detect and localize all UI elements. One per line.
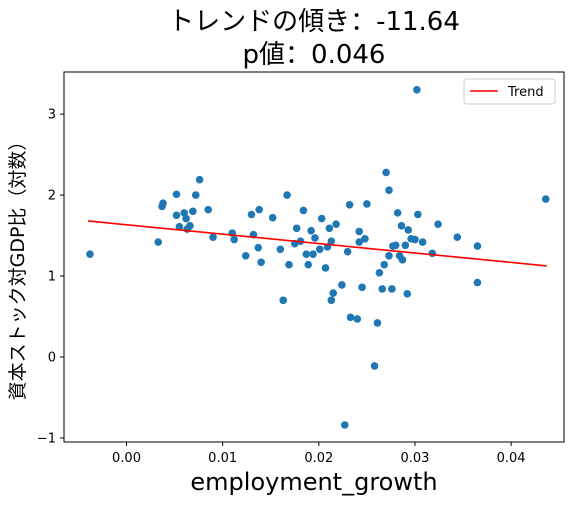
data-point (209, 233, 217, 241)
data-point (473, 278, 482, 287)
data-point (434, 220, 442, 229)
data-point (268, 213, 277, 222)
data-point (340, 421, 349, 429)
data-point (309, 250, 317, 258)
data-point (428, 249, 437, 258)
data-point (370, 362, 379, 370)
data-point (299, 206, 308, 215)
data-point (327, 237, 336, 246)
data-point (321, 264, 330, 272)
data-point (418, 238, 427, 246)
data-point (292, 224, 301, 233)
data-point (385, 251, 393, 260)
data-point (343, 247, 352, 256)
data-point (86, 250, 94, 258)
data-point (373, 319, 382, 327)
data-point (311, 234, 319, 242)
data-point (154, 238, 163, 246)
data-point (327, 296, 336, 305)
data-point (382, 168, 390, 177)
data-point (332, 220, 340, 229)
data-point (302, 250, 311, 258)
data-point (378, 285, 387, 293)
data-point (283, 191, 291, 199)
data-point (391, 241, 400, 250)
data-point (241, 251, 250, 260)
data-point (159, 199, 167, 207)
data-point (304, 260, 313, 269)
x-tick-label: 0.01 (208, 451, 237, 466)
data-point (182, 214, 190, 223)
x-axis-label: employment_growth (190, 468, 437, 496)
chart-title-line1: トレンドの傾き：-11.64 (168, 7, 460, 37)
legend-box (463, 78, 556, 105)
data-point (403, 290, 412, 298)
data-point (453, 233, 462, 241)
data-point (353, 315, 362, 323)
data-point (404, 226, 413, 234)
chart-title-line2: p値：0.046 (243, 40, 386, 70)
data-point (413, 86, 421, 94)
data-point (363, 200, 371, 208)
data-point (401, 241, 410, 250)
trend-line (87, 220, 547, 267)
data-point (541, 195, 550, 203)
data-point (393, 209, 402, 217)
data-point (315, 245, 324, 254)
data-point (358, 283, 366, 292)
data-point (279, 296, 288, 305)
plot-frame (63, 71, 565, 443)
data-point (411, 235, 419, 244)
data-point (317, 214, 326, 223)
x-tick-label: 0.00 (112, 451, 141, 466)
data-point (195, 175, 204, 184)
data-point (346, 313, 355, 322)
x-tick-label: 0.03 (400, 451, 429, 466)
data-point (325, 224, 334, 233)
y-axis-label: 資本ストック対GDP比（対数） (7, 132, 29, 401)
data-point (338, 281, 346, 289)
data-point (307, 226, 315, 235)
legend: Trend (463, 78, 556, 105)
y-tick-label: 0 (48, 350, 56, 365)
data-point (172, 190, 181, 199)
data-point (345, 200, 354, 209)
data-point (380, 260, 388, 269)
data-point (398, 256, 407, 264)
y-tick-label: 2 (48, 189, 56, 204)
y-tick-label: 3 (48, 108, 56, 123)
data-point (355, 227, 363, 236)
data-point (230, 235, 238, 244)
data-point (204, 205, 213, 214)
x-tick-label: 0.02 (304, 451, 333, 466)
data-point (388, 285, 396, 293)
data-point (276, 245, 285, 254)
data-point (329, 289, 338, 297)
data-point (473, 242, 482, 250)
data-point (172, 211, 181, 220)
data-point (385, 186, 393, 195)
data-point (255, 205, 263, 214)
data-point (257, 258, 265, 267)
legend-trend-label: Trend (507, 85, 544, 100)
data-point (414, 210, 422, 219)
plot-area: 0.00 0.01 0.02 0.03 0.04 −1 0 1 2 3 (37, 86, 550, 466)
data-point (285, 260, 293, 269)
data-point (375, 268, 384, 277)
y-tick-label: 1 (48, 270, 56, 285)
data-point (254, 243, 263, 252)
y-tick-label: −1 (37, 431, 56, 446)
data-point (191, 191, 200, 199)
data-point (397, 222, 406, 230)
data-point (247, 210, 256, 219)
data-point (189, 207, 197, 216)
data-point (361, 234, 369, 243)
x-tick-label: 0.04 (497, 451, 526, 466)
data-point (175, 222, 184, 231)
data-point (186, 222, 194, 230)
data-point (355, 238, 363, 246)
